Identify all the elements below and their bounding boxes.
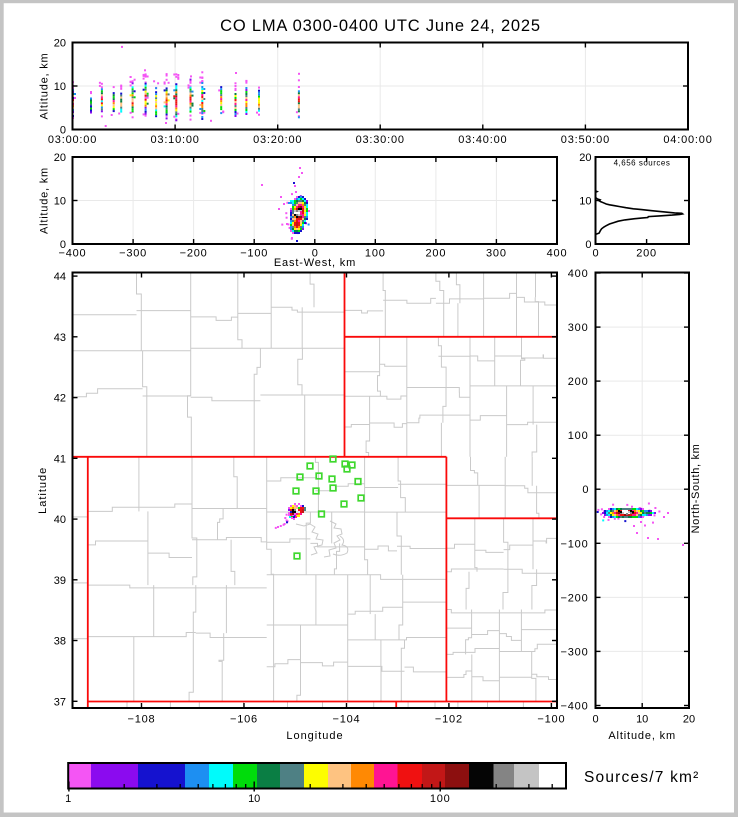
svg-text:40: 40 bbox=[54, 514, 66, 526]
svg-text:Longitude: Longitude bbox=[286, 730, 343, 742]
svg-text:0: 0 bbox=[312, 248, 318, 260]
svg-text:−300: −300 bbox=[561, 646, 589, 658]
svg-text:10: 10 bbox=[54, 196, 66, 208]
svg-text:Latitude: Latitude bbox=[37, 467, 49, 514]
svg-text:38: 38 bbox=[54, 636, 66, 648]
svg-text:200: 200 bbox=[426, 248, 447, 260]
svg-text:0: 0 bbox=[60, 125, 66, 137]
svg-text:03:00:00: 03:00:00 bbox=[48, 134, 97, 146]
svg-text:400: 400 bbox=[547, 248, 568, 260]
svg-text:20: 20 bbox=[54, 38, 66, 50]
svg-text:4,656 sources: 4,656 sources bbox=[614, 159, 671, 168]
svg-text:Altitude, km: Altitude, km bbox=[39, 52, 51, 119]
svg-text:100: 100 bbox=[365, 248, 386, 260]
svg-text:03:10:00: 03:10:00 bbox=[150, 134, 199, 146]
svg-text:−100: −100 bbox=[561, 538, 589, 550]
svg-text:300: 300 bbox=[568, 322, 589, 334]
svg-text:03:50:00: 03:50:00 bbox=[561, 134, 610, 146]
svg-text:10: 10 bbox=[579, 196, 591, 208]
svg-text:1: 1 bbox=[65, 793, 71, 805]
svg-text:39: 39 bbox=[54, 575, 66, 587]
svg-text:400: 400 bbox=[568, 268, 589, 280]
svg-text:43: 43 bbox=[54, 332, 66, 344]
svg-text:−100: −100 bbox=[240, 248, 268, 260]
svg-text:East-West, km: East-West, km bbox=[274, 257, 356, 269]
svg-text:03:30:00: 03:30:00 bbox=[356, 134, 405, 146]
svg-text:0: 0 bbox=[592, 248, 598, 260]
svg-text:42: 42 bbox=[54, 393, 66, 405]
svg-text:Altitude, km: Altitude, km bbox=[608, 730, 676, 742]
svg-text:0: 0 bbox=[60, 239, 66, 251]
svg-text:−400: −400 bbox=[561, 701, 589, 713]
svg-text:04:00:00: 04:00:00 bbox=[663, 134, 712, 146]
svg-text:100: 100 bbox=[568, 430, 589, 442]
svg-text:0: 0 bbox=[592, 714, 598, 726]
svg-text:−106: −106 bbox=[230, 714, 258, 726]
svg-text:100: 100 bbox=[430, 793, 451, 805]
svg-text:−102: −102 bbox=[435, 714, 463, 726]
svg-text:20: 20 bbox=[579, 152, 591, 164]
svg-text:−200: −200 bbox=[561, 592, 589, 604]
svg-text:200: 200 bbox=[568, 376, 589, 388]
svg-text:CO LMA 0300-0400 UTC June 24,: CO LMA 0300-0400 UTC June 24, 2025 bbox=[220, 17, 541, 35]
svg-text:North-South, km: North-South, km bbox=[690, 444, 702, 534]
svg-text:−104: −104 bbox=[333, 714, 361, 726]
svg-text:41: 41 bbox=[54, 453, 66, 465]
svg-text:300: 300 bbox=[486, 248, 507, 260]
svg-text:20: 20 bbox=[683, 714, 695, 726]
svg-text:Altitude, km: Altitude, km bbox=[39, 167, 51, 234]
svg-text:0: 0 bbox=[585, 239, 591, 251]
svg-text:200: 200 bbox=[636, 248, 657, 260]
svg-text:−100: −100 bbox=[537, 714, 565, 726]
svg-text:03:40:00: 03:40:00 bbox=[458, 134, 507, 146]
svg-text:Sources/7 km²: Sources/7 km² bbox=[584, 769, 700, 786]
svg-text:10: 10 bbox=[636, 714, 648, 726]
svg-text:37: 37 bbox=[54, 696, 66, 708]
svg-text:03:20:00: 03:20:00 bbox=[253, 134, 302, 146]
svg-text:−200: −200 bbox=[180, 248, 208, 260]
svg-text:20: 20 bbox=[54, 152, 66, 164]
svg-text:10: 10 bbox=[248, 793, 260, 805]
svg-text:0: 0 bbox=[582, 484, 588, 496]
svg-text:−108: −108 bbox=[128, 714, 156, 726]
svg-text:10: 10 bbox=[54, 81, 66, 93]
svg-text:44: 44 bbox=[54, 271, 66, 283]
svg-text:−300: −300 bbox=[119, 248, 147, 260]
svg-text:−400: −400 bbox=[59, 248, 87, 260]
